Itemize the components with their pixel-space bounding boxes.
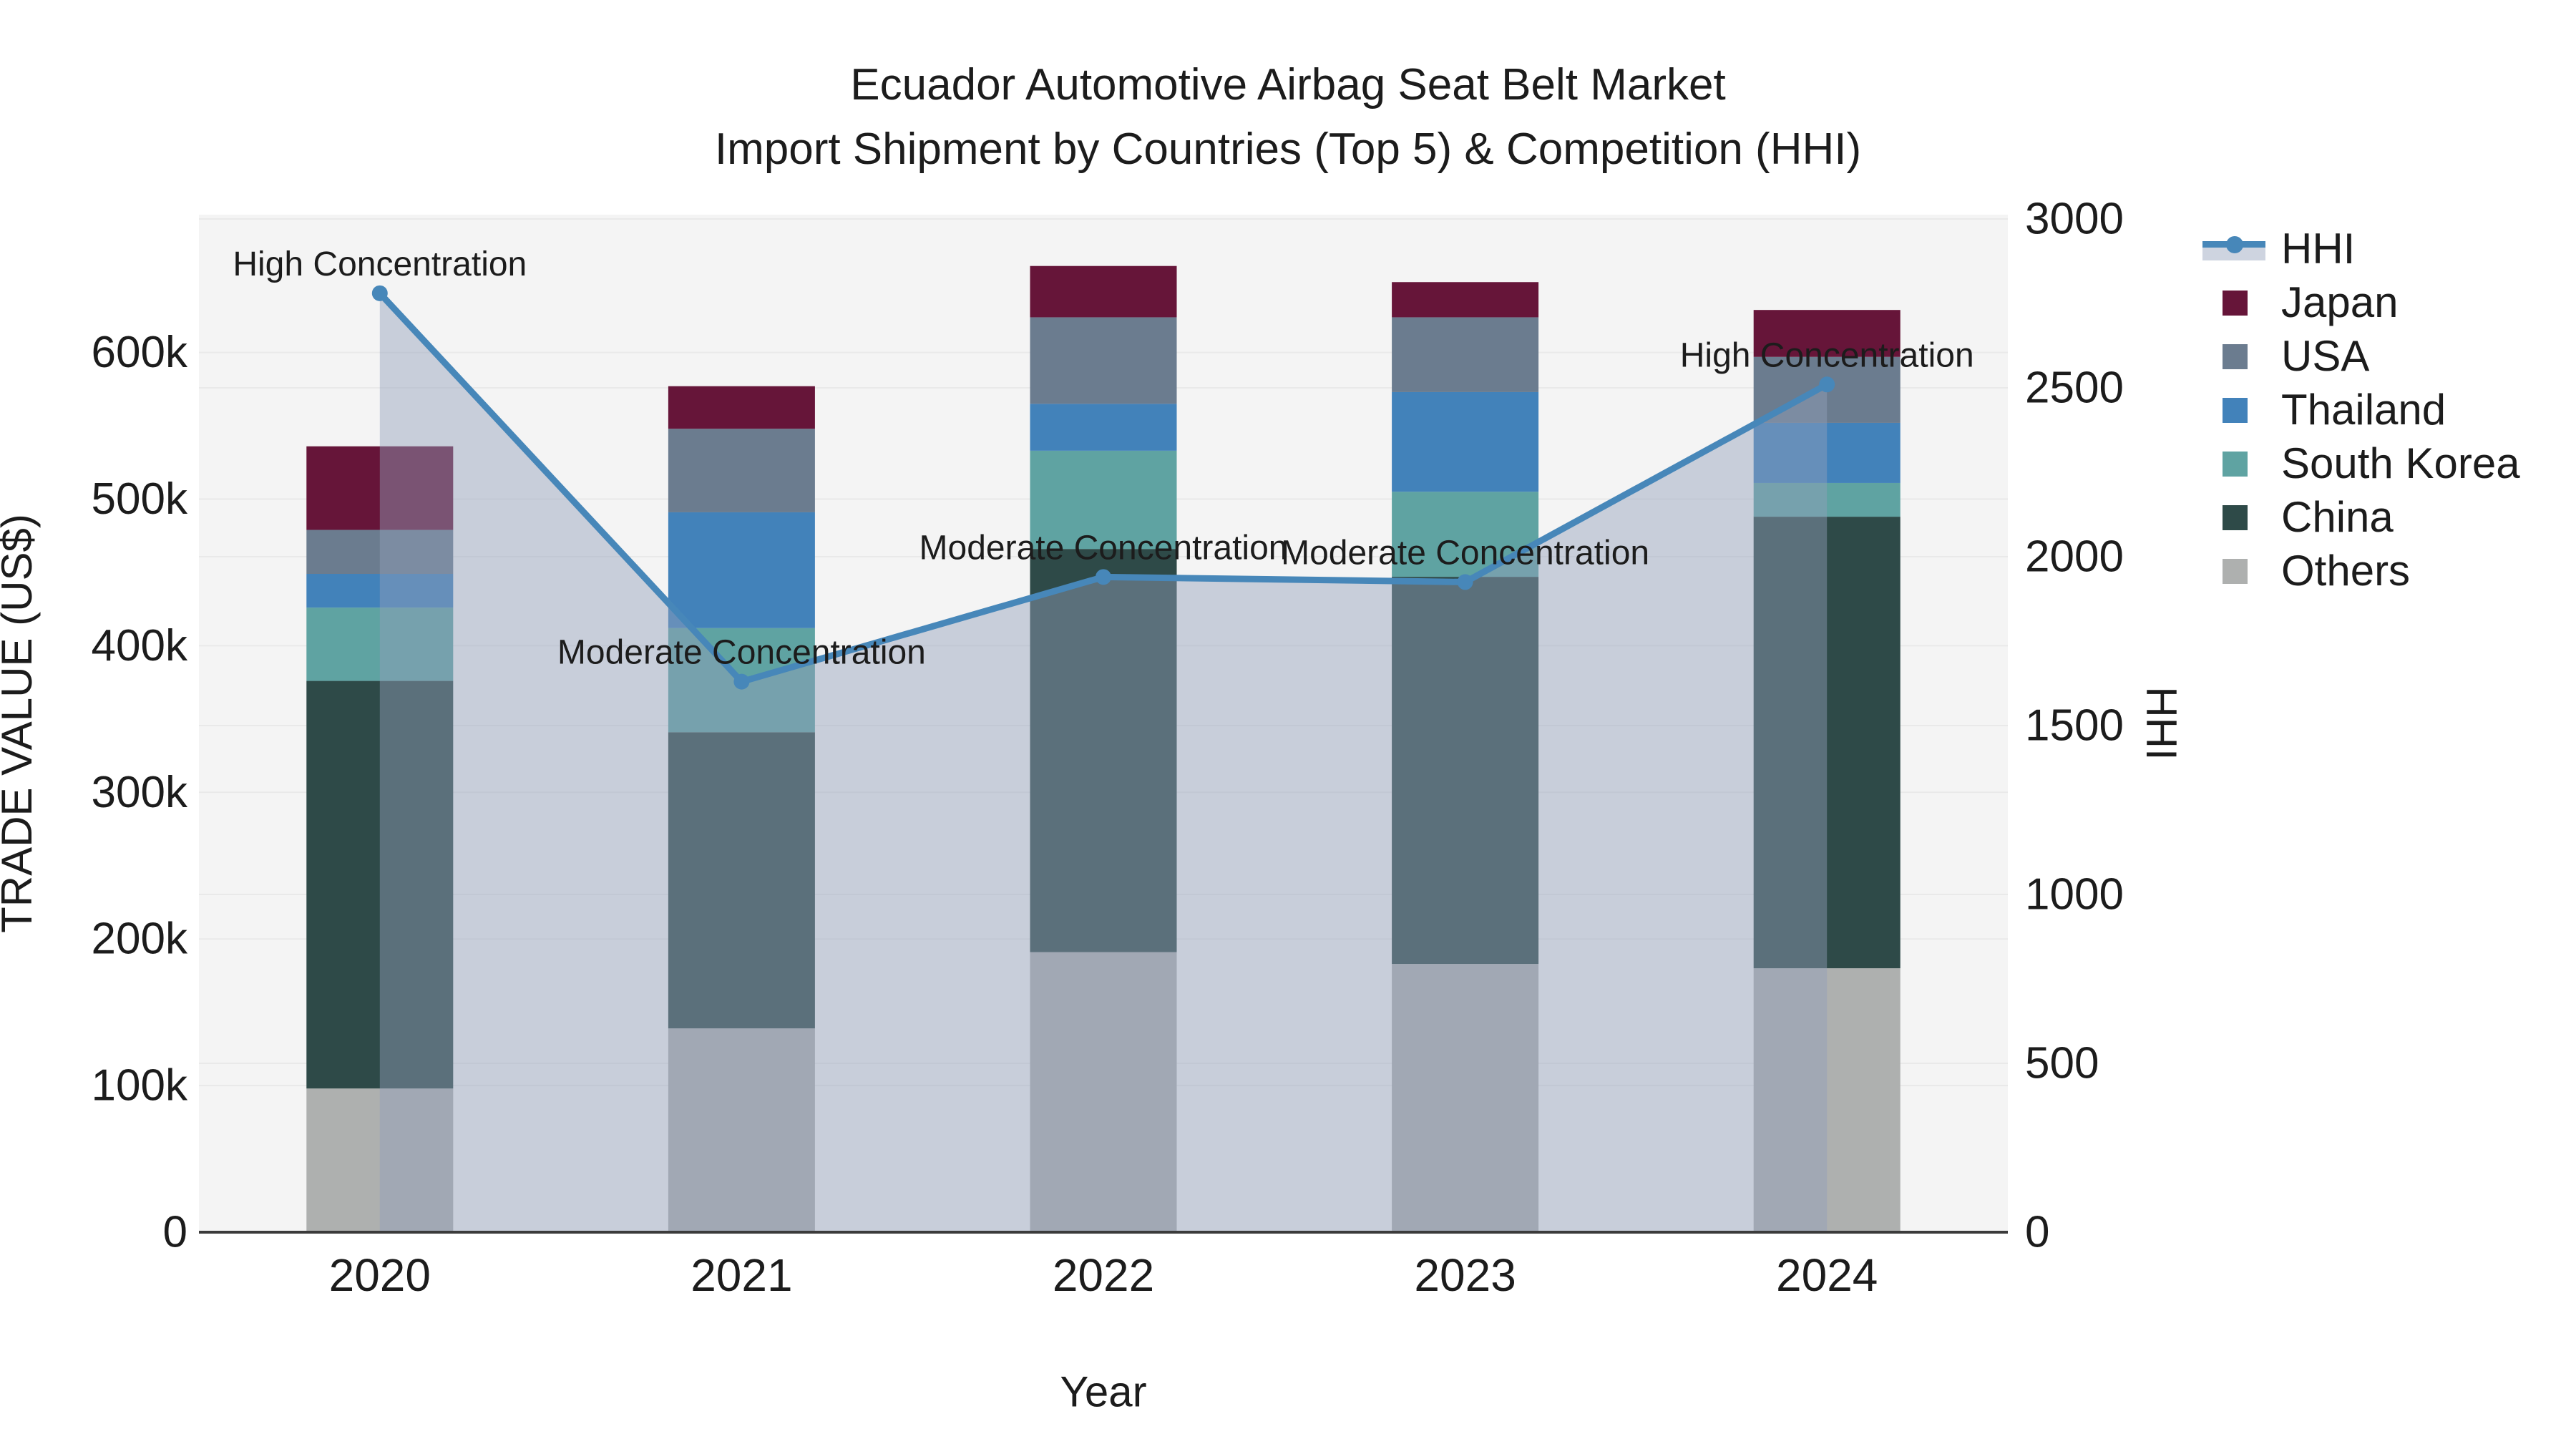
- legend-item-hhi[interactable]: HHI: [2202, 222, 2575, 275]
- bar-segment-2020-others[interactable]: [306, 1088, 454, 1232]
- bar-segment-2023-others[interactable]: [1392, 964, 1539, 1232]
- right-tick-500: 500: [2025, 1039, 2099, 1088]
- x-tick-2020: 2020: [329, 1249, 431, 1301]
- legend-swatch-icon: [2202, 394, 2271, 426]
- right-axis-title: HHI: [2137, 686, 2185, 760]
- bar-segment-2023-south-korea[interactable]: [1392, 492, 1539, 577]
- bar-segment-2020-japan[interactable]: [306, 446, 454, 530]
- bar-segment-2020-china[interactable]: [306, 680, 454, 1089]
- annotation-2021: Moderate Concentration: [557, 634, 926, 672]
- legend-swatch-icon: [2202, 502, 2271, 533]
- legend-item-china[interactable]: China: [2202, 490, 2575, 544]
- chart-title-line2: Import Shipment by Countries (Top 5) & C…: [714, 125, 1862, 174]
- annotation-2023: Moderate Concentration: [1281, 534, 1649, 572]
- legend-swatch-icon: [2202, 287, 2271, 318]
- x-tick-2024: 2024: [1776, 1249, 1878, 1301]
- legend-item-label: Thailand: [2281, 386, 2446, 434]
- bar-segment-2024-china[interactable]: [1753, 517, 1901, 969]
- bar-segment-2021-thailand[interactable]: [668, 512, 815, 628]
- left-tick-200k: 200k: [92, 914, 188, 964]
- bar-segment-2022-south-korea[interactable]: [1030, 450, 1177, 550]
- bar-segment-2021-japan[interactable]: [668, 386, 815, 429]
- bar-segment-2021-others[interactable]: [668, 1028, 815, 1232]
- legend-item-label: Others: [2281, 547, 2411, 595]
- left-axis-title: TRADE VALUE (US$): [0, 514, 41, 933]
- legend-swatch-icon: [2202, 341, 2271, 372]
- bar-segment-2021-china[interactable]: [668, 732, 815, 1029]
- right-tick-1000: 1000: [2025, 870, 2124, 919]
- bar-segment-2020-thailand[interactable]: [306, 574, 454, 608]
- bar-segment-2022-japan[interactable]: [1030, 265, 1177, 318]
- left-tick-0: 0: [163, 1208, 187, 1257]
- right-tick-3000: 3000: [2025, 195, 2124, 244]
- legend-item-others[interactable]: Others: [2202, 544, 2575, 597]
- right-tick-0: 0: [2025, 1208, 2049, 1257]
- hhi-area-fill: [379, 293, 1828, 1233]
- annotation-2024: High Concentration: [1680, 336, 1974, 374]
- legend-item-label: South Korea: [2281, 439, 2520, 487]
- legend-item-label: HHI: [2281, 225, 2356, 273]
- bar-segment-2022-others[interactable]: [1030, 952, 1177, 1232]
- bar-segment-2021-usa[interactable]: [668, 429, 815, 512]
- hhi-marker-2020[interactable]: [371, 285, 388, 301]
- bar-segment-2022-china[interactable]: [1030, 549, 1177, 952]
- hhi-line-symbol-icon: [2202, 233, 2271, 265]
- legend-item-south-korea[interactable]: South Korea: [2202, 436, 2575, 490]
- bar-segment-2023-china[interactable]: [1392, 577, 1539, 965]
- bar-segment-2020-usa[interactable]: [306, 530, 454, 575]
- legend-item-label: Japan: [2281, 278, 2399, 326]
- bar-segment-2023-usa[interactable]: [1392, 317, 1539, 392]
- left-tick-400k: 400k: [92, 621, 188, 670]
- hhi-marker-2022[interactable]: [1096, 569, 1111, 585]
- bar-segment-2020-south-korea[interactable]: [306, 608, 454, 681]
- hhi-marker-2024[interactable]: [1819, 376, 1835, 393]
- right-tick-1500: 1500: [2025, 701, 2124, 751]
- left-tick-300k: 300k: [92, 768, 188, 817]
- x-tick-2022: 2022: [1053, 1249, 1154, 1301]
- legend-item-japan[interactable]: Japan: [2202, 275, 2575, 329]
- legend: HHI Japan USA Thailand South Korea China Other…: [2202, 222, 2575, 597]
- bar-segment-2022-usa[interactable]: [1030, 317, 1177, 404]
- bar-segment-2023-japan[interactable]: [1392, 282, 1539, 318]
- annotation-2022: Moderate Concentration: [919, 529, 1288, 567]
- right-tick-2500: 2500: [2025, 364, 2124, 413]
- bar-segment-2024-japan[interactable]: [1753, 310, 1901, 357]
- chart-title-line1: Ecuador Automotive Airbag Seat Belt Mark…: [850, 60, 1726, 109]
- x-axis-title: Year: [1060, 1368, 1146, 1416]
- right-tick-2000: 2000: [2025, 532, 2124, 582]
- bar-segment-2024-others[interactable]: [1753, 968, 1901, 1232]
- hhi-marker-2021[interactable]: [733, 673, 750, 690]
- left-tick-100k: 100k: [92, 1061, 188, 1111]
- chart-title: Ecuador Automotive Airbag Seat Belt Mark…: [0, 53, 2576, 182]
- annotation-2020: High Concentration: [233, 245, 527, 283]
- legend-swatch-icon: [2202, 555, 2271, 587]
- left-tick-500k: 500k: [92, 474, 188, 524]
- bar-segment-2024-thailand[interactable]: [1753, 422, 1901, 483]
- legend-swatch-icon: [2202, 448, 2271, 479]
- legend-item-label: USA: [2281, 332, 2370, 380]
- legend-item-usa[interactable]: USA: [2202, 329, 2575, 383]
- hhi-marker-2023[interactable]: [1457, 574, 1473, 590]
- left-tick-600k: 600k: [92, 328, 188, 377]
- x-tick-2023: 2023: [1414, 1249, 1516, 1301]
- bar-segment-2022-thailand[interactable]: [1030, 404, 1177, 451]
- legend-item-label: China: [2281, 493, 2394, 541]
- bar-segment-2023-thailand[interactable]: [1392, 391, 1539, 492]
- legend-item-thailand[interactable]: Thailand: [2202, 383, 2575, 436]
- bar-segment-2024-south-korea[interactable]: [1753, 482, 1901, 517]
- x-tick-2021: 2021: [691, 1249, 792, 1301]
